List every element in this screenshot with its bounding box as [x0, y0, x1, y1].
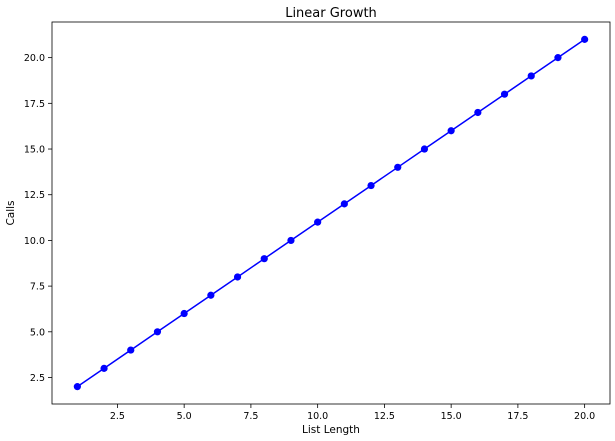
y-tick-label: 15.0	[24, 145, 45, 156]
data-point	[420, 145, 429, 153]
x-tick-label: 10.0	[307, 411, 328, 422]
y-axis-ticks: 2.5 5.0 7.5 10.0 12.5 15.0 17.5 20.0	[24, 53, 52, 384]
data-point	[340, 200, 348, 208]
y-tick-label: 7.5	[30, 282, 45, 293]
data-point	[447, 127, 455, 135]
y-tick-label: 17.5	[24, 99, 45, 110]
data-point	[73, 383, 81, 391]
data-point	[100, 364, 108, 372]
y-tick-label: 20.0	[24, 53, 45, 64]
x-tick-label: 2.5	[110, 411, 125, 422]
x-axis-ticks: 2.5 5.0 7.5 10.0 12.5 15.0 17.5 20.0	[110, 404, 595, 422]
data-point	[180, 309, 188, 318]
data-point	[500, 90, 509, 98]
x-tick-label: 15.0	[441, 411, 462, 422]
data-point	[581, 35, 589, 43]
data-point	[153, 328, 162, 336]
data-point	[287, 236, 295, 245]
data-point	[260, 255, 268, 263]
data-point	[314, 218, 322, 226]
data-point	[127, 346, 135, 354]
x-axis-label: List Length	[302, 424, 360, 436]
x-tick-label: 12.5	[374, 411, 395, 422]
data-point	[554, 54, 562, 62]
y-tick-label: 2.5	[30, 373, 45, 384]
y-tick-label: 12.5	[24, 190, 45, 201]
y-axis-label: Calls	[5, 200, 17, 225]
y-tick-label: 10.0	[24, 236, 45, 247]
x-tick-label: 20.0	[574, 411, 595, 422]
x-tick-label: 17.5	[507, 411, 528, 422]
data-point	[474, 108, 482, 117]
data-series	[73, 35, 589, 391]
series-line	[76, 38, 586, 388]
data-point	[394, 163, 402, 171]
data-point	[527, 72, 535, 80]
data-point	[207, 291, 215, 299]
data-point	[233, 273, 242, 281]
data-point	[367, 181, 375, 190]
chart-title: Linear Growth	[285, 6, 377, 21]
x-tick-label: 7.5	[243, 411, 258, 422]
x-tick-label: 5.0	[177, 411, 192, 422]
y-tick-label: 5.0	[30, 327, 45, 338]
